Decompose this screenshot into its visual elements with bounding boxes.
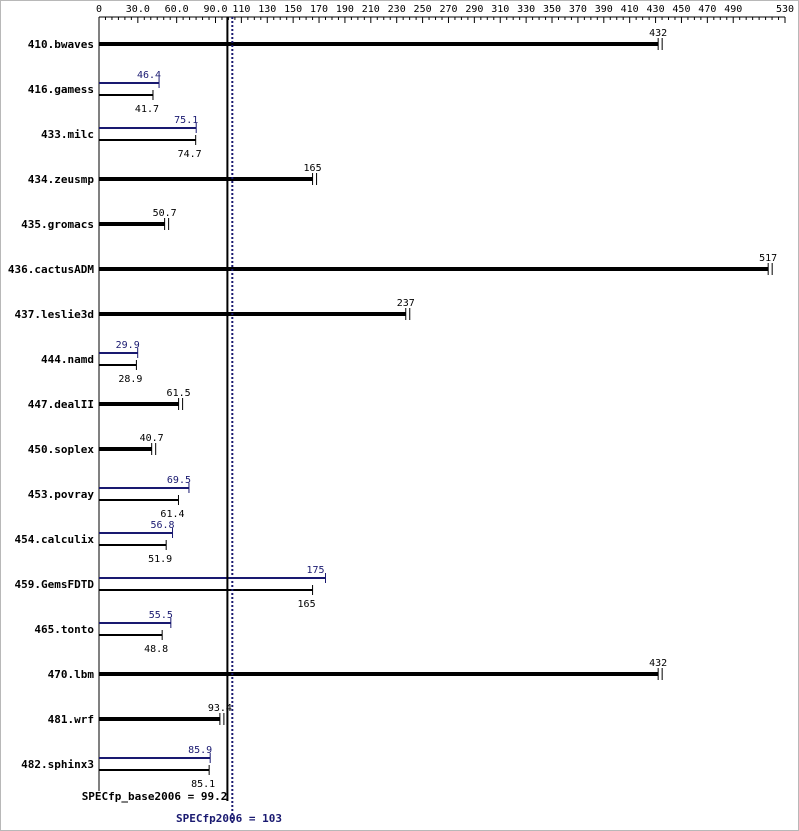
category-label: 481.wrf	[48, 713, 94, 726]
base-value-label: 165	[298, 599, 316, 610]
category-label: 465.tonto	[34, 623, 94, 636]
peak-value-label: 55.5	[149, 610, 173, 621]
base-value-label: 61.5	[167, 388, 191, 399]
base-value-label: 48.8	[144, 644, 168, 655]
category-label: 447.dealII	[28, 398, 94, 411]
peak-value-label: 29.9	[116, 340, 140, 351]
x-tick-label: 110	[232, 4, 250, 15]
x-tick-label: 60.0	[165, 4, 189, 15]
base-value-label: 51.9	[148, 554, 172, 565]
category-label: 459.GemsFDTD	[15, 578, 95, 591]
category-label: 435.gromacs	[21, 218, 94, 231]
x-tick-label: 190	[336, 4, 354, 15]
x-tick-label: 310	[491, 4, 509, 15]
x-tick-label: 290	[465, 4, 483, 15]
peak-value-label: 75.1	[174, 115, 198, 126]
category-label: 453.povray	[28, 488, 95, 501]
peak-value-label: 85.9	[188, 745, 212, 756]
base-value-label: 432	[649, 658, 667, 669]
x-tick-label: 130	[258, 4, 276, 15]
peak-value-label: 56.8	[150, 520, 174, 531]
base-value-label: 40.7	[140, 433, 164, 444]
category-label: 437.leslie3d	[15, 308, 94, 321]
x-tick-label: 390	[595, 4, 613, 15]
peak-value-label: 46.4	[137, 70, 161, 81]
category-label: 482.sphinx3	[21, 758, 94, 771]
x-tick-label: 330	[517, 4, 535, 15]
x-tick-label: 150	[284, 4, 302, 15]
base-value-label: 85.1	[191, 779, 215, 790]
base-value-label: 165	[304, 163, 322, 174]
base-value-label: 237	[397, 298, 415, 309]
x-tick-label: 270	[439, 4, 457, 15]
x-tick-label: 370	[569, 4, 587, 15]
category-label: 410.bwaves	[28, 38, 94, 51]
x-tick-label: 250	[414, 4, 432, 15]
base-value-label: 74.7	[178, 149, 202, 160]
x-tick-label: 0	[96, 4, 102, 15]
x-tick-label: 210	[362, 4, 380, 15]
category-label: 434.zeusmp	[28, 173, 95, 186]
x-tick-label: 490	[724, 4, 742, 15]
category-label: 444.namd	[41, 353, 94, 366]
x-tick-label: 470	[698, 4, 716, 15]
base-value-label: 432	[649, 28, 667, 39]
x-tick-label: 530	[776, 4, 794, 15]
peak-value-label: 69.5	[167, 475, 191, 486]
category-label: 433.milc	[41, 128, 94, 141]
x-tick-label: 90.0	[203, 4, 227, 15]
category-label: 454.calculix	[15, 533, 95, 546]
base-value-label: 517	[759, 253, 777, 264]
category-label: 450.soplex	[28, 443, 95, 456]
base-reference-label: SPECfp_base2006 = 99.2	[82, 790, 228, 803]
base-value-label: 41.7	[135, 104, 159, 115]
x-tick-label: 170	[310, 4, 328, 15]
x-tick-label: 350	[543, 4, 561, 15]
x-tick-label: 430	[647, 4, 665, 15]
base-value-label: 50.7	[153, 208, 177, 219]
x-tick-label: 450	[672, 4, 690, 15]
x-tick-label: 230	[388, 4, 406, 15]
x-tick-label: 30.0	[126, 4, 150, 15]
category-label: 436.cactusADM	[8, 263, 94, 276]
base-value-label: 61.4	[160, 509, 184, 520]
peak-value-label: 175	[306, 565, 324, 576]
category-label: 416.gamess	[28, 83, 94, 96]
peak-reference-label: SPECfp2006 = 103	[176, 812, 282, 825]
base-value-label: 28.9	[118, 374, 142, 385]
x-tick-label: 410	[621, 4, 639, 15]
category-label: 470.lbm	[48, 668, 95, 681]
base-value-label: 93.4	[208, 703, 232, 714]
